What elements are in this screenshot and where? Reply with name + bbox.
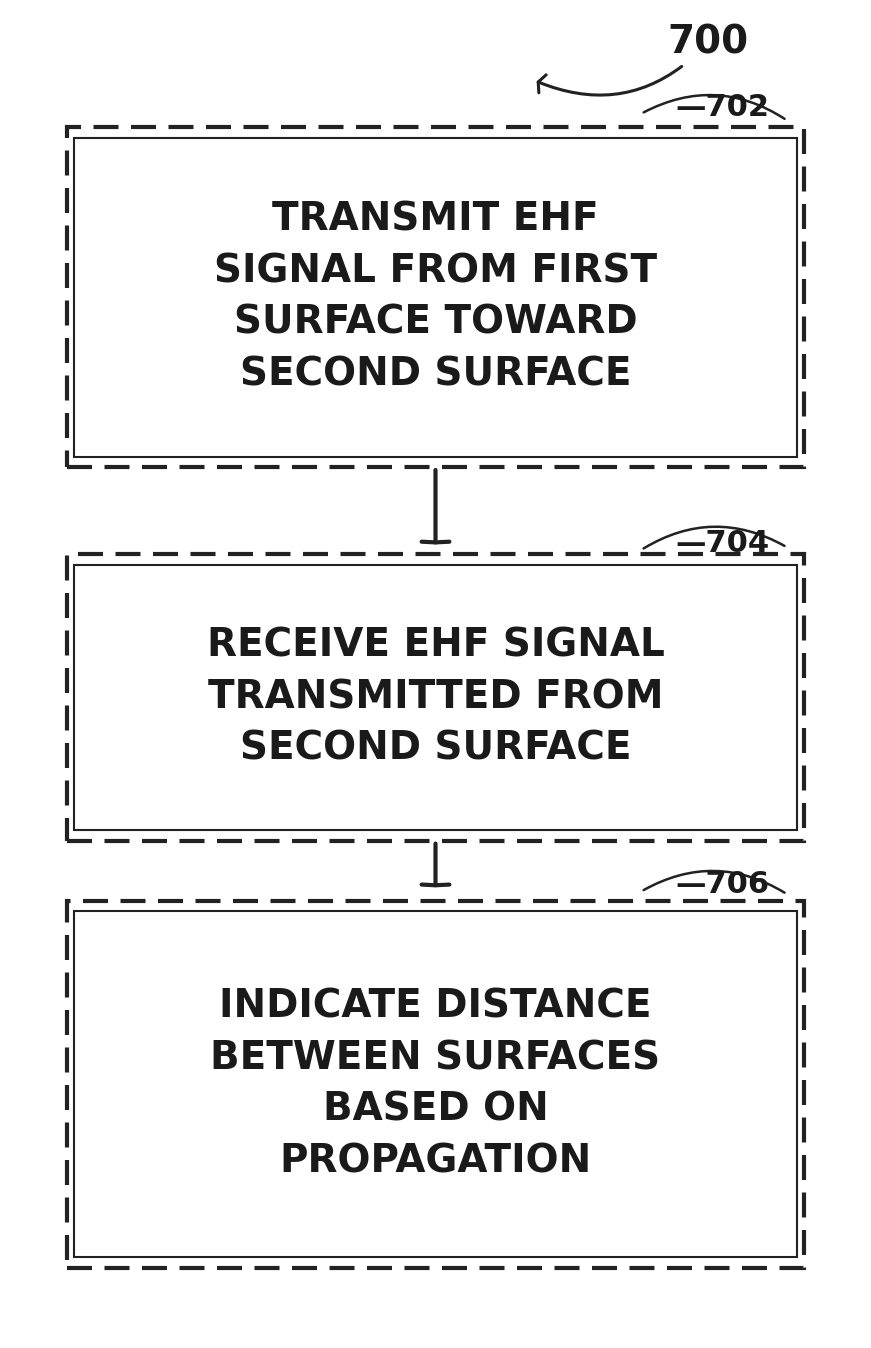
Text: —704: —704 bbox=[676, 528, 770, 558]
Text: —702: —702 bbox=[676, 93, 769, 121]
Text: —706: —706 bbox=[676, 871, 770, 899]
Text: INDICATE DISTANCE
BETWEEN SURFACES
BASED ON
PROPAGATION: INDICATE DISTANCE BETWEEN SURFACES BASED… bbox=[211, 988, 660, 1181]
Text: RECEIVE EHF SIGNAL
TRANSMITTED FROM
SECOND SURFACE: RECEIVE EHF SIGNAL TRANSMITTED FROM SECO… bbox=[206, 627, 665, 768]
Text: 700: 700 bbox=[538, 24, 748, 96]
Text: TRANSMIT EHF
SIGNAL FROM FIRST
SURFACE TOWARD
SECOND SURFACE: TRANSMIT EHF SIGNAL FROM FIRST SURFACE T… bbox=[214, 201, 657, 394]
